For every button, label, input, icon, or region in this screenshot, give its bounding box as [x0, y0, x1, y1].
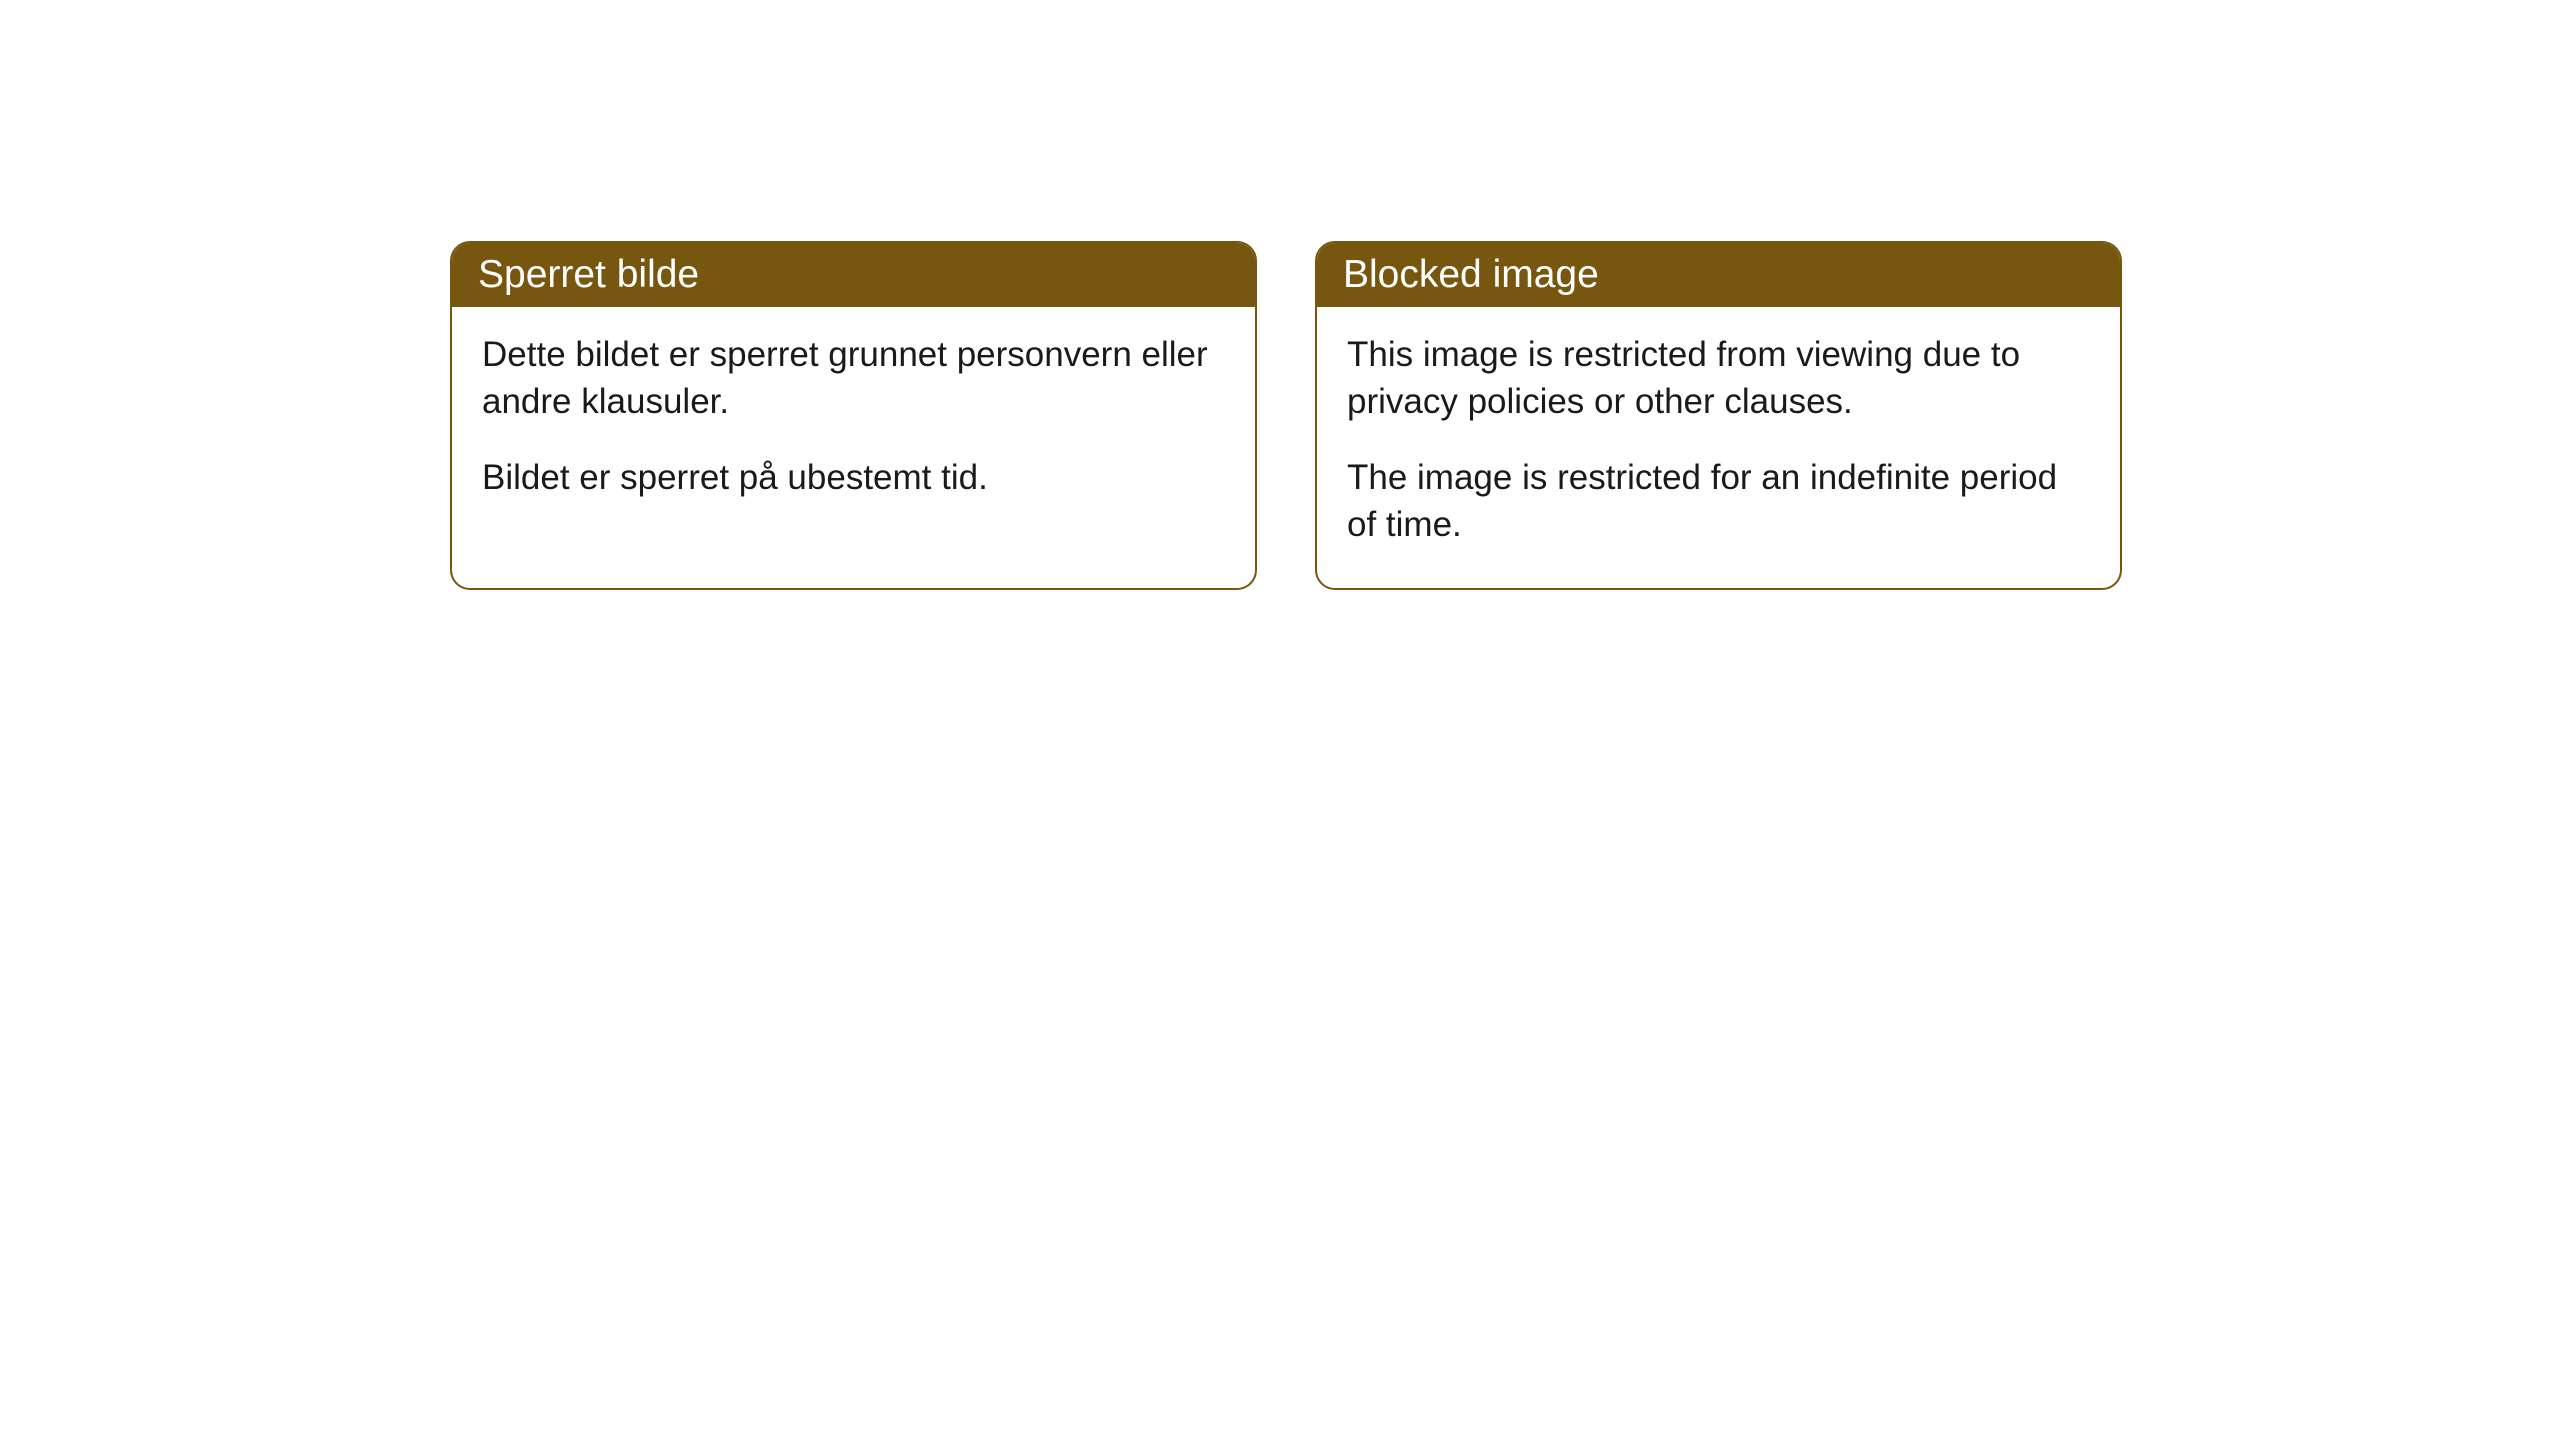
notice-cards-container: Sperret bilde Dette bildet er sperret gr…	[450, 241, 2122, 590]
blocked-image-card-english: Blocked image This image is restricted f…	[1315, 241, 2122, 590]
card-header-english: Blocked image	[1317, 243, 2120, 307]
notice-paragraph-1-norwegian: Dette bildet er sperret grunnet personve…	[482, 331, 1225, 426]
card-body-english: This image is restricted from viewing du…	[1317, 307, 2120, 588]
notice-paragraph-2-english: The image is restricted for an indefinit…	[1347, 454, 2090, 549]
blocked-image-card-norwegian: Sperret bilde Dette bildet er sperret gr…	[450, 241, 1257, 590]
notice-paragraph-2-norwegian: Bildet er sperret på ubestemt tid.	[482, 454, 1225, 501]
notice-paragraph-1-english: This image is restricted from viewing du…	[1347, 331, 2090, 426]
card-body-norwegian: Dette bildet er sperret grunnet personve…	[452, 307, 1255, 541]
card-header-norwegian: Sperret bilde	[452, 243, 1255, 307]
